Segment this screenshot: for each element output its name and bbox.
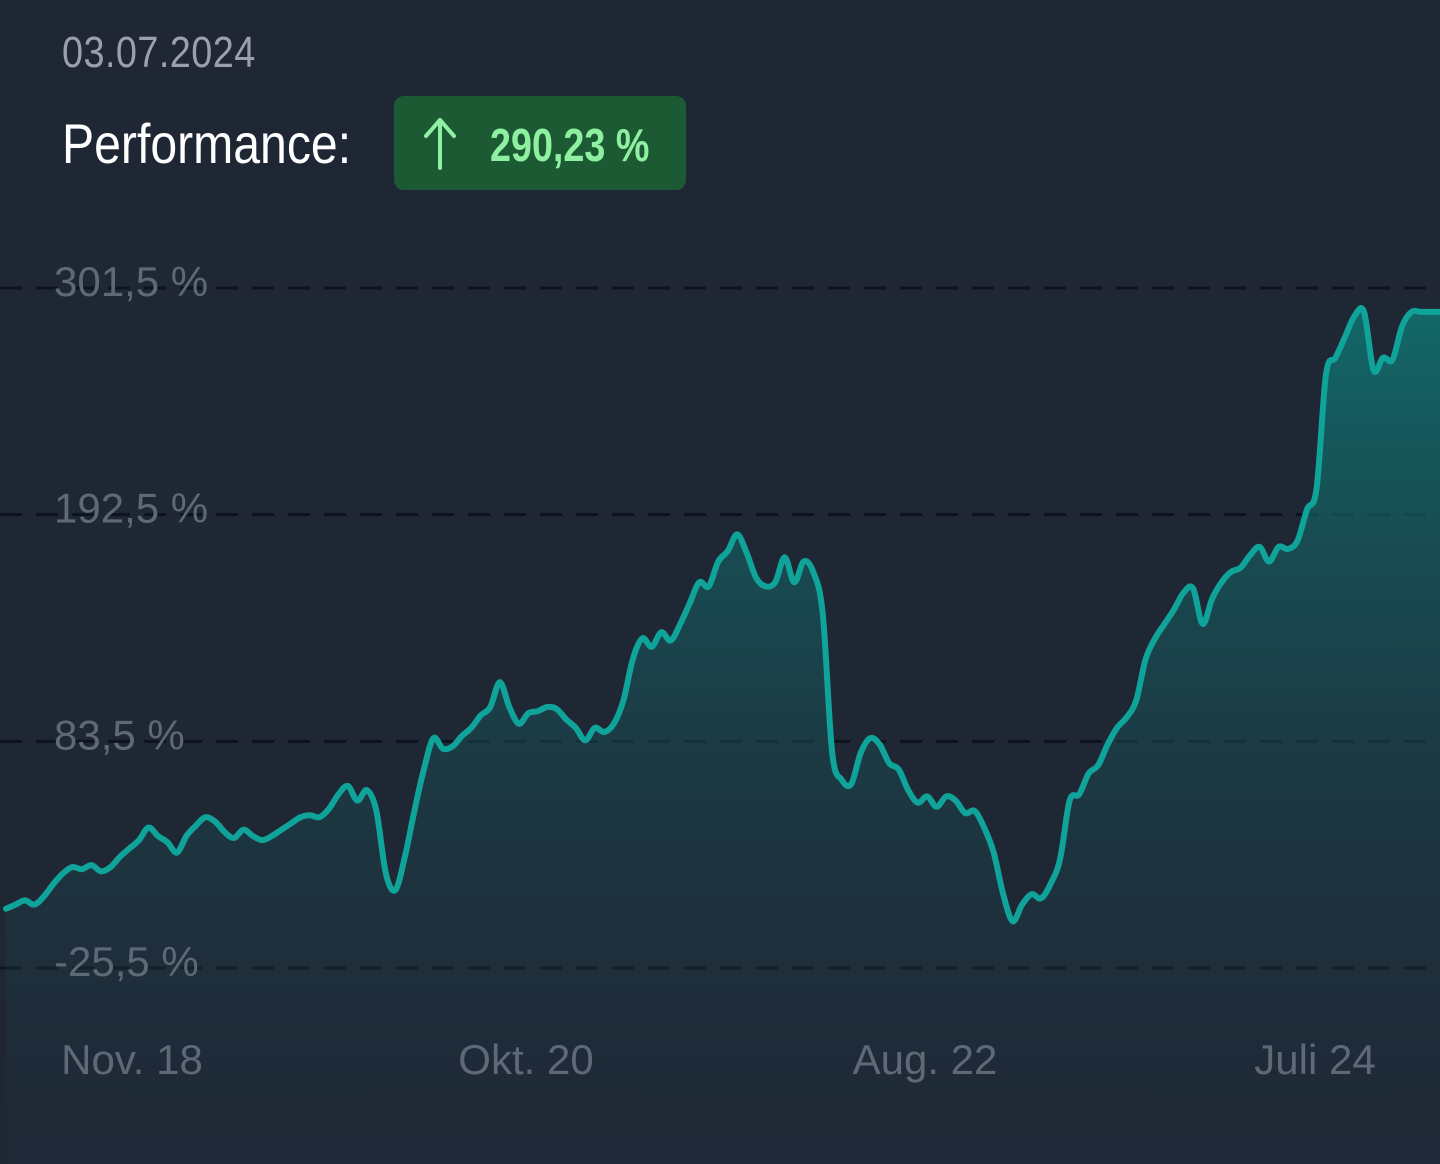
arrow-up-icon: [424, 118, 456, 170]
area-layer: [3, 305, 1440, 1164]
x-tick-label: Aug. 22: [853, 1036, 998, 1083]
series-line: [3, 305, 1440, 925]
y-tick-label: 301,5 %: [54, 258, 208, 305]
x-tick-label: Okt. 20: [458, 1036, 593, 1083]
date-label: 03.07.2024: [62, 28, 256, 77]
performance-row: Performance: 290,23 %: [62, 96, 686, 190]
y-tick-label: 83,5 %: [54, 711, 185, 758]
performance-label: Performance:: [62, 111, 352, 175]
y-tick-label: 192,5 %: [54, 485, 208, 532]
x-axis-labels: Nov. 18 Okt. 20 Aug. 22 Juli 24: [61, 1036, 1376, 1083]
series-area: [6, 308, 1440, 1164]
x-tick-label: Juli 24: [1254, 1036, 1375, 1083]
performance-value: 290,23 %: [490, 119, 650, 171]
y-axis-labels: 301,5 % 192,5 % 83,5 % -25,5 %: [54, 258, 208, 985]
x-tick-label: Nov. 18: [61, 1036, 203, 1083]
y-tick-label: -25,5 %: [54, 938, 199, 985]
performance-badge: 290,23 %: [394, 96, 686, 190]
